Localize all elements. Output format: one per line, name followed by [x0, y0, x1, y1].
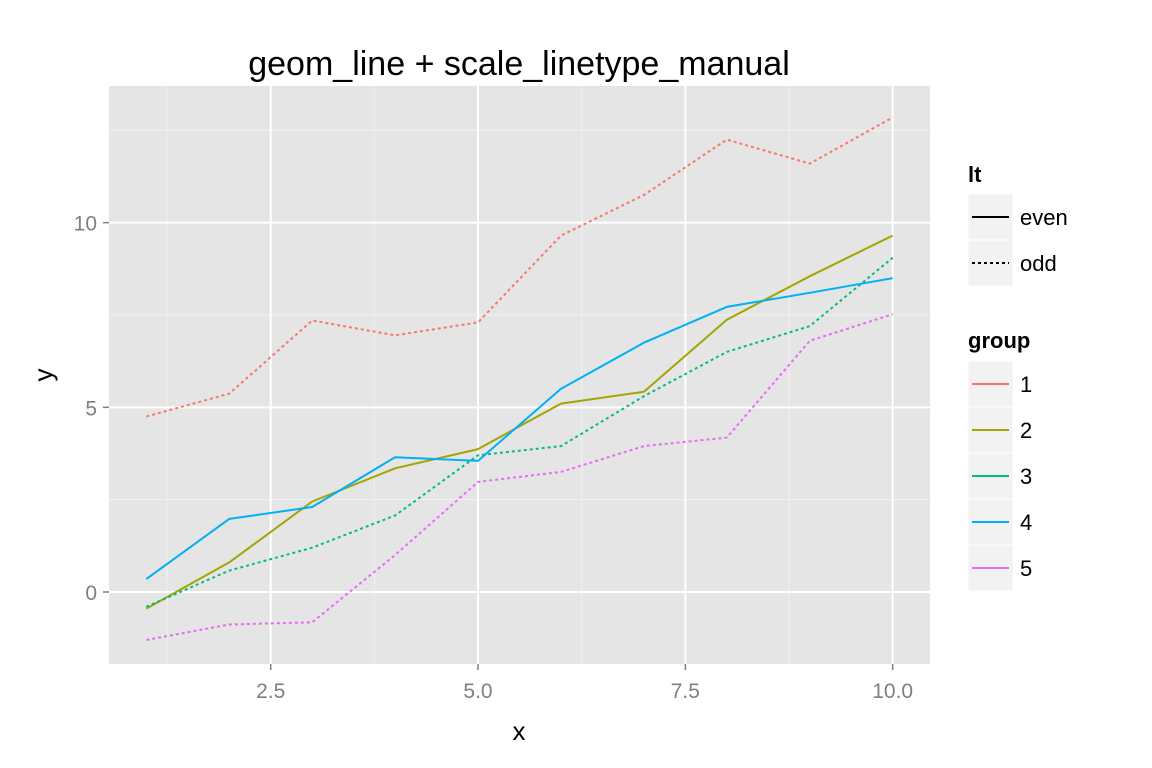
series-line-1	[146, 116, 894, 418]
series-line-2	[145, 234, 894, 610]
x-tick-label: 2.5	[256, 680, 285, 703]
series-line-3	[145, 256, 894, 608]
y-axis-title: y	[28, 369, 58, 382]
legend-label-group-5: 5	[1020, 556, 1032, 581]
y-tick-label: 10	[74, 213, 97, 236]
plot-panel	[109, 86, 930, 664]
series-line-4	[145, 277, 893, 580]
legend-label-group-1: 1	[1020, 372, 1032, 397]
y-tick-label: 5	[85, 397, 97, 420]
legend-label-odd: odd	[1020, 251, 1057, 276]
x-tick-label: 10.0	[872, 680, 913, 703]
legends: lt even odd group 1 2 3 4 5	[967, 162, 1068, 592]
legend-label-group-4: 4	[1020, 510, 1032, 535]
series-lines	[145, 116, 894, 641]
legend-title-group: group	[968, 328, 1030, 353]
legend-label-group-2: 2	[1020, 418, 1032, 443]
legend-key-bg	[967, 239, 1014, 287]
y-axis-ticks: 0 5 10	[74, 213, 109, 605]
legend-title-lt: lt	[968, 162, 982, 187]
x-axis-ticks: 2.5 5.0 7.5 10.0	[256, 664, 913, 703]
x-tick-label: 5.0	[463, 680, 492, 703]
y-tick-label: 0	[85, 582, 97, 605]
legend-label-group-3: 3	[1020, 464, 1032, 489]
chart-title: geom_line + scale_linetype_manual	[248, 45, 790, 83]
x-axis-title: x	[513, 716, 526, 746]
major-gridlines	[109, 86, 930, 664]
minor-gridlines	[109, 86, 930, 664]
x-tick-label: 7.5	[671, 680, 700, 703]
legend-label-even: even	[1020, 205, 1068, 230]
series-line-5	[146, 313, 894, 641]
